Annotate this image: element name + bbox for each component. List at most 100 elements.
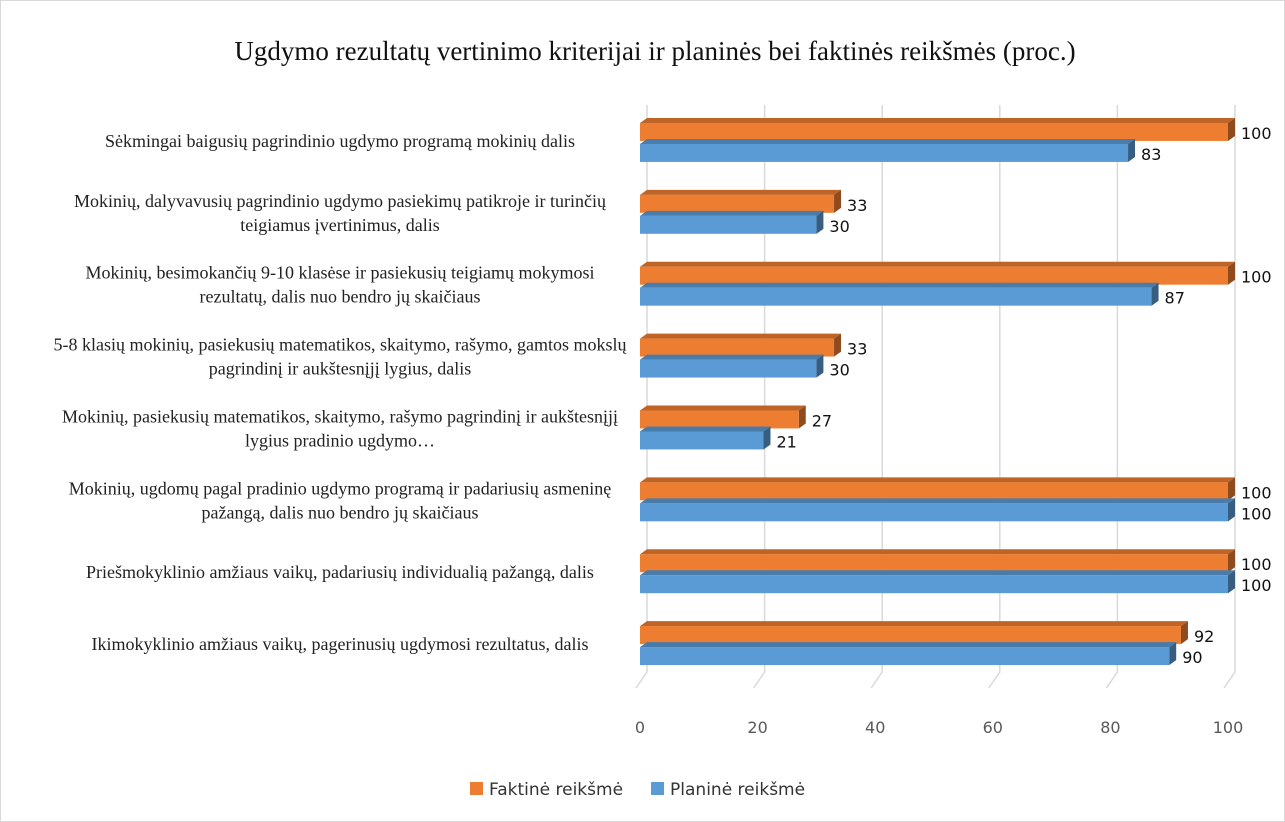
x-tick-label: 100 — [1213, 718, 1244, 737]
bar — [640, 261, 1235, 285]
data-label: 30 — [829, 361, 849, 380]
bar-side — [1228, 498, 1235, 522]
data-label: 87 — [1165, 289, 1185, 308]
bar-face — [640, 359, 817, 378]
category-label: Mokinių, besimokančių 9-10 klasėse ir pa… — [86, 263, 595, 307]
bar-side — [1228, 549, 1235, 573]
bar-face — [640, 194, 835, 213]
data-label: 100 — [1241, 504, 1272, 523]
bar-top — [640, 426, 771, 432]
legend-label: Faktinė reikšmė — [489, 780, 623, 800]
bar — [640, 570, 1235, 594]
data-label: 100 — [1241, 576, 1272, 595]
data-label: 30 — [829, 217, 849, 236]
legend-swatch — [651, 782, 665, 795]
bar-face — [640, 626, 1181, 645]
data-label: 83 — [1141, 145, 1161, 164]
bar-side — [816, 210, 824, 234]
x-tick-label: 80 — [1100, 718, 1120, 737]
data-label: 100 — [1241, 555, 1272, 574]
bar — [640, 426, 771, 450]
bar-face — [640, 143, 1129, 162]
data-label: 27 — [812, 411, 832, 430]
bar — [640, 189, 842, 213]
bar — [640, 138, 1136, 162]
bar-top — [640, 117, 1235, 123]
bar-face — [640, 338, 835, 357]
bar-side — [1228, 117, 1235, 141]
bar-side — [1228, 477, 1235, 501]
label-line: 5-8 klasių mokinių, pasiekusių matematik… — [54, 335, 628, 355]
data-label: 33 — [847, 196, 867, 215]
label-line: lygius pradinio ugdymo… — [245, 430, 435, 450]
bar-face — [640, 482, 1228, 501]
label-line: teigiamus įvertinimus, dalis — [240, 215, 439, 235]
bar — [640, 282, 1159, 306]
category-label: Mokinių, ugdomų pagal pradinio ugdymo pr… — [69, 478, 611, 522]
category-label: 5-8 klasių mokinių, pasiekusių matematik… — [54, 335, 628, 379]
bar — [640, 549, 1235, 573]
bar-face — [640, 554, 1228, 573]
bar-side — [1228, 261, 1235, 285]
bar-top — [640, 138, 1136, 144]
label-line: pagrindinį ir aukštesnįjį lygius, dalis — [209, 359, 471, 379]
bar — [640, 477, 1235, 501]
bar — [640, 333, 842, 357]
category-label: Sėkmingai baigusių pagrindinio ugdymo pr… — [105, 131, 575, 151]
data-label: 92 — [1194, 627, 1214, 646]
label-line: Priešmokyklinio amžiaus vaikų, padariusi… — [86, 562, 594, 582]
bar-side — [1128, 138, 1136, 162]
bar-face — [640, 266, 1228, 285]
bar — [640, 621, 1188, 645]
category-label: Ikimokyklinio amžiaus vaikų, pagerinusių… — [92, 634, 589, 654]
x-tick-label: 60 — [983, 718, 1003, 737]
label-line: Mokinių, besimokančių 9-10 klasėse ir pa… — [86, 263, 595, 283]
bar-top — [640, 498, 1235, 504]
bar-face — [640, 410, 799, 429]
bar-top — [640, 282, 1159, 288]
bar-top — [640, 405, 806, 411]
label-line: Ikimokyklinio amžiaus vaikų, pagerinusių… — [92, 634, 589, 654]
label-line: Mokinių, ugdomų pagal pradinio ugdymo pr… — [69, 478, 611, 498]
label-line: Mokinių, dalyvavusių pagrindinio ugdymo … — [74, 191, 607, 211]
bar-side — [1228, 570, 1235, 594]
data-label: 100 — [1241, 124, 1272, 143]
bar — [640, 354, 824, 378]
bar-top — [640, 189, 842, 195]
bar-side — [1180, 621, 1188, 645]
bar-top — [640, 477, 1235, 483]
bar-face — [640, 215, 817, 234]
bar-side — [763, 426, 771, 450]
bar-top — [640, 621, 1188, 627]
category-label: Mokinių, dalyvavusių pagrindinio ugdymo … — [74, 191, 607, 235]
bar — [640, 405, 806, 429]
bar-side — [816, 354, 824, 378]
data-label: 33 — [847, 340, 867, 359]
label-line: rezultatų, dalis nuo bendro jų skaičiaus — [200, 287, 481, 307]
bar-face — [640, 122, 1228, 141]
category-label: Priešmokyklinio amžiaus vaikų, padariusi… — [86, 562, 594, 582]
bar-top — [640, 333, 842, 339]
bar-top — [640, 210, 824, 216]
legend-swatch — [470, 782, 483, 795]
bar — [640, 210, 824, 234]
data-label: 100 — [1241, 483, 1272, 502]
bar-side — [798, 405, 806, 429]
bar-face — [640, 575, 1228, 594]
bar-face — [640, 647, 1170, 666]
x-tick-label: 20 — [747, 718, 767, 737]
category-label: Mokinių, pasiekusių matematikos, skaitym… — [62, 406, 618, 450]
data-label: 90 — [1182, 648, 1202, 667]
bar — [640, 642, 1177, 666]
data-label: 100 — [1241, 268, 1272, 287]
bar-face — [640, 503, 1228, 522]
bar — [640, 117, 1235, 141]
bar-face — [640, 287, 1152, 306]
bar-side — [1169, 642, 1177, 666]
label-line: Mokinių, pasiekusių matematikos, skaitym… — [62, 406, 618, 426]
bar-top — [640, 642, 1177, 648]
x-tick-label: 40 — [865, 718, 885, 737]
bar-top — [640, 261, 1235, 267]
chart-title: Ugdymo rezultatų vertinimo kriterijai ir… — [234, 36, 1075, 66]
